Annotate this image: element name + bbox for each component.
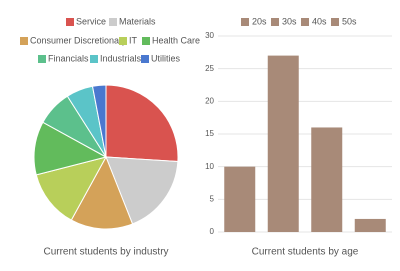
- pie-slice: [35, 156, 107, 221]
- legend-swatch: [331, 18, 339, 26]
- y-tick-label: 30: [205, 31, 214, 40]
- y-tick-label: 5: [210, 194, 215, 203]
- bar: [354, 218, 386, 232]
- legend-swatch: [241, 18, 249, 26]
- legend-label: Consumer Discretionary: [30, 35, 127, 45]
- legend-label: 20s: [252, 16, 267, 26]
- legend-swatch: [20, 37, 28, 45]
- bar: [267, 55, 299, 232]
- pie-slice: [70, 155, 134, 230]
- y-tick-label: 0: [210, 227, 215, 236]
- legend-swatch: [90, 55, 98, 63]
- legend-swatch: [38, 55, 46, 63]
- legend-label: Health Care: [152, 35, 200, 45]
- pie-slice: [91, 84, 107, 158]
- pie-slice: [105, 84, 179, 163]
- legend-label: Service: [76, 16, 106, 26]
- legend-swatch: [301, 18, 309, 26]
- y-tick-label: 20: [205, 96, 214, 105]
- legend-swatch: [142, 37, 150, 45]
- chart-title: Current students by age: [252, 247, 359, 258]
- y-tick-label: 25: [205, 64, 214, 73]
- legend-label: IT: [129, 35, 138, 45]
- legend-label: Industrials: [100, 53, 142, 63]
- pie-slice: [105, 156, 179, 225]
- legend-label: Materials: [119, 16, 156, 26]
- y-tick-label: 10: [205, 162, 214, 171]
- legend-swatch: [66, 18, 74, 26]
- legend-label: Financials: [48, 53, 89, 63]
- bar: [311, 127, 343, 232]
- y-tick-label: 15: [205, 129, 214, 138]
- legend-label: 40s: [312, 16, 327, 26]
- legend-swatch: [119, 37, 127, 45]
- chart-title: Current students by industry: [43, 247, 168, 258]
- legend-label: 50s: [342, 16, 357, 26]
- legend-swatch: [271, 18, 279, 26]
- legend-label: 30s: [282, 16, 297, 26]
- legend-label: Utilities: [151, 53, 181, 63]
- legend-swatch: [109, 18, 117, 26]
- legend-swatch: [141, 55, 149, 63]
- bar: [224, 166, 256, 232]
